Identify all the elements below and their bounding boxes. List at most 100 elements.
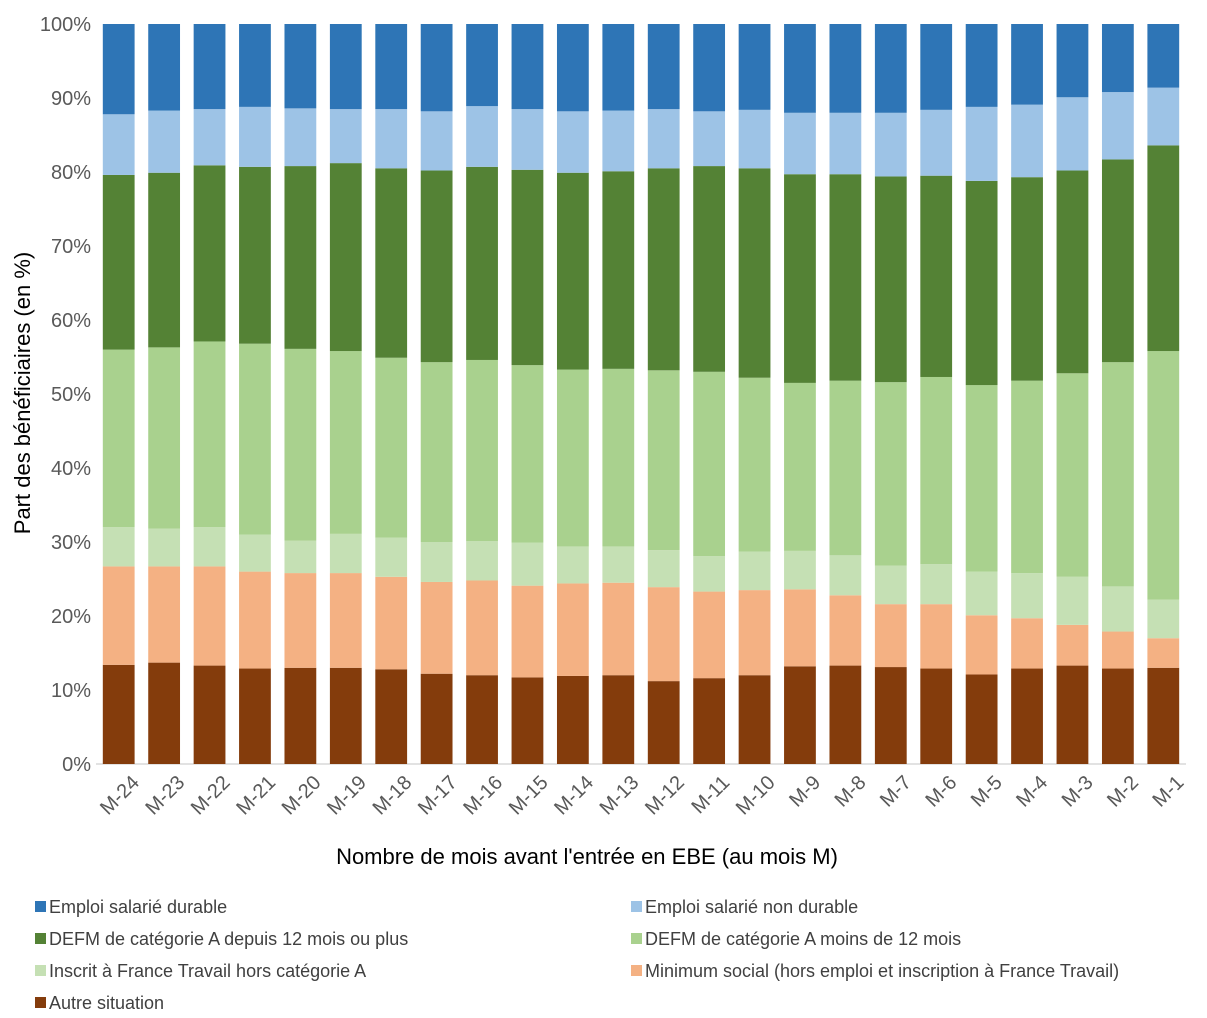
bar-segment — [239, 571, 271, 669]
legend-label: Minimum social (hors emploi et inscripti… — [645, 961, 1119, 981]
x-tick-label: M-22 — [187, 772, 235, 820]
x-tick-label: M-13 — [596, 772, 644, 820]
bar-segment — [829, 24, 862, 113]
bar-segment — [556, 675, 589, 764]
bar-stack — [1101, 24, 1134, 764]
legend-swatch — [35, 901, 46, 912]
bar-segment — [920, 376, 953, 565]
bar-stack — [420, 24, 453, 764]
bar-segment — [466, 359, 498, 542]
bar-stack — [239, 24, 271, 764]
bar-segment — [920, 604, 953, 669]
bar-segment — [602, 110, 635, 172]
bar-segment — [693, 24, 726, 112]
bar-stack — [1056, 24, 1089, 764]
x-tick-label: M-17 — [414, 772, 462, 820]
bar-segment — [647, 168, 680, 371]
y-tick-label: 30% — [51, 532, 91, 554]
bar-segment — [148, 110, 181, 173]
bar-segment — [556, 172, 589, 370]
legend-item: Inscrit à France Travail hors catégorie … — [35, 961, 366, 981]
legend-swatch — [35, 997, 46, 1008]
bar-segment — [784, 666, 816, 764]
y-axis-title: Part des bénéficiaires (en %) — [10, 252, 35, 534]
bar-segment — [284, 573, 317, 668]
legend-label: Inscrit à France Travail hors catégorie … — [49, 961, 366, 981]
bar-segment — [1101, 159, 1134, 363]
x-tick-label: M-9 — [785, 772, 825, 812]
bar-segment — [1011, 573, 1043, 619]
bar-segment — [102, 349, 135, 528]
bar-segment — [1101, 586, 1134, 632]
bar-stack — [148, 24, 181, 764]
bar-segment — [647, 681, 680, 764]
bar-segment — [602, 546, 635, 583]
bar-stack — [556, 24, 589, 764]
bar-segment — [647, 550, 680, 588]
bar-segment — [874, 667, 907, 764]
bar-segment — [874, 112, 907, 177]
bar-segment — [1056, 576, 1089, 625]
bar-segment — [784, 550, 816, 590]
bar-segment — [693, 166, 726, 372]
legend-item: DEFM de catégorie A depuis 12 mois ou pl… — [35, 929, 408, 949]
bar-segment — [148, 347, 181, 529]
y-axis-ticks: 0% 10% 20% 30% 40% 50% 60% 70% 80% 90% 100% — [40, 14, 91, 776]
bar-segment — [1011, 380, 1043, 574]
bar-segment — [829, 665, 862, 764]
bar-segment — [420, 673, 453, 764]
bar-segment — [193, 566, 226, 666]
bar-segment — [148, 172, 181, 348]
bar-segment — [193, 24, 226, 110]
x-tick-label: M-19 — [323, 772, 371, 820]
bar-segment — [556, 583, 589, 676]
bar-segment — [829, 555, 862, 596]
x-tick-label: M-2 — [1103, 772, 1143, 812]
bar-segment — [466, 675, 498, 764]
bar-segment — [829, 595, 862, 666]
x-tick-label: M-5 — [967, 772, 1007, 812]
bar-segment — [1056, 624, 1089, 666]
bar-segment — [1056, 24, 1089, 98]
bar-segment — [148, 662, 181, 764]
bar-segment — [148, 24, 181, 111]
bar-segment — [965, 385, 998, 572]
bar-segment — [874, 176, 907, 383]
bar-segment — [738, 24, 771, 110]
bar-segment — [420, 170, 453, 363]
bar-segment — [874, 382, 907, 566]
legend-item: Autre situation — [35, 993, 164, 1013]
bar-segment — [556, 369, 589, 547]
bar-segment — [102, 174, 135, 350]
bar-segment — [193, 341, 226, 528]
bar-segment — [239, 166, 271, 344]
y-tick-label: 60% — [51, 310, 91, 332]
bar-segment — [647, 24, 680, 110]
x-tick-label: M-16 — [459, 772, 507, 820]
bar-segment — [602, 24, 635, 111]
x-tick-label: M-21 — [232, 772, 280, 820]
bar-segment — [829, 380, 862, 556]
bar-segment — [329, 24, 362, 110]
bar-segment — [1011, 104, 1043, 178]
bar-stack — [1147, 24, 1180, 764]
bar-segment — [239, 106, 271, 167]
bar-segment — [1147, 599, 1180, 639]
bar-segment — [738, 168, 771, 378]
legend-label: Autre situation — [49, 993, 164, 1013]
legend-swatch — [35, 965, 46, 976]
x-tick-label: M-11 — [688, 772, 735, 819]
legend-label: Emploi salarié durable — [49, 897, 227, 917]
bar-segment — [466, 106, 498, 167]
x-tick-label: M-18 — [369, 772, 417, 820]
bar-segment — [1011, 618, 1043, 669]
bar-segment — [1011, 668, 1043, 764]
x-tick-label: M-3 — [1058, 772, 1098, 812]
bar-segment — [1011, 24, 1043, 105]
bar-stack — [375, 24, 408, 764]
bar-segment — [784, 589, 816, 667]
bar-segment — [829, 112, 862, 175]
bar-segment — [420, 111, 453, 171]
bar-segment — [148, 566, 181, 663]
